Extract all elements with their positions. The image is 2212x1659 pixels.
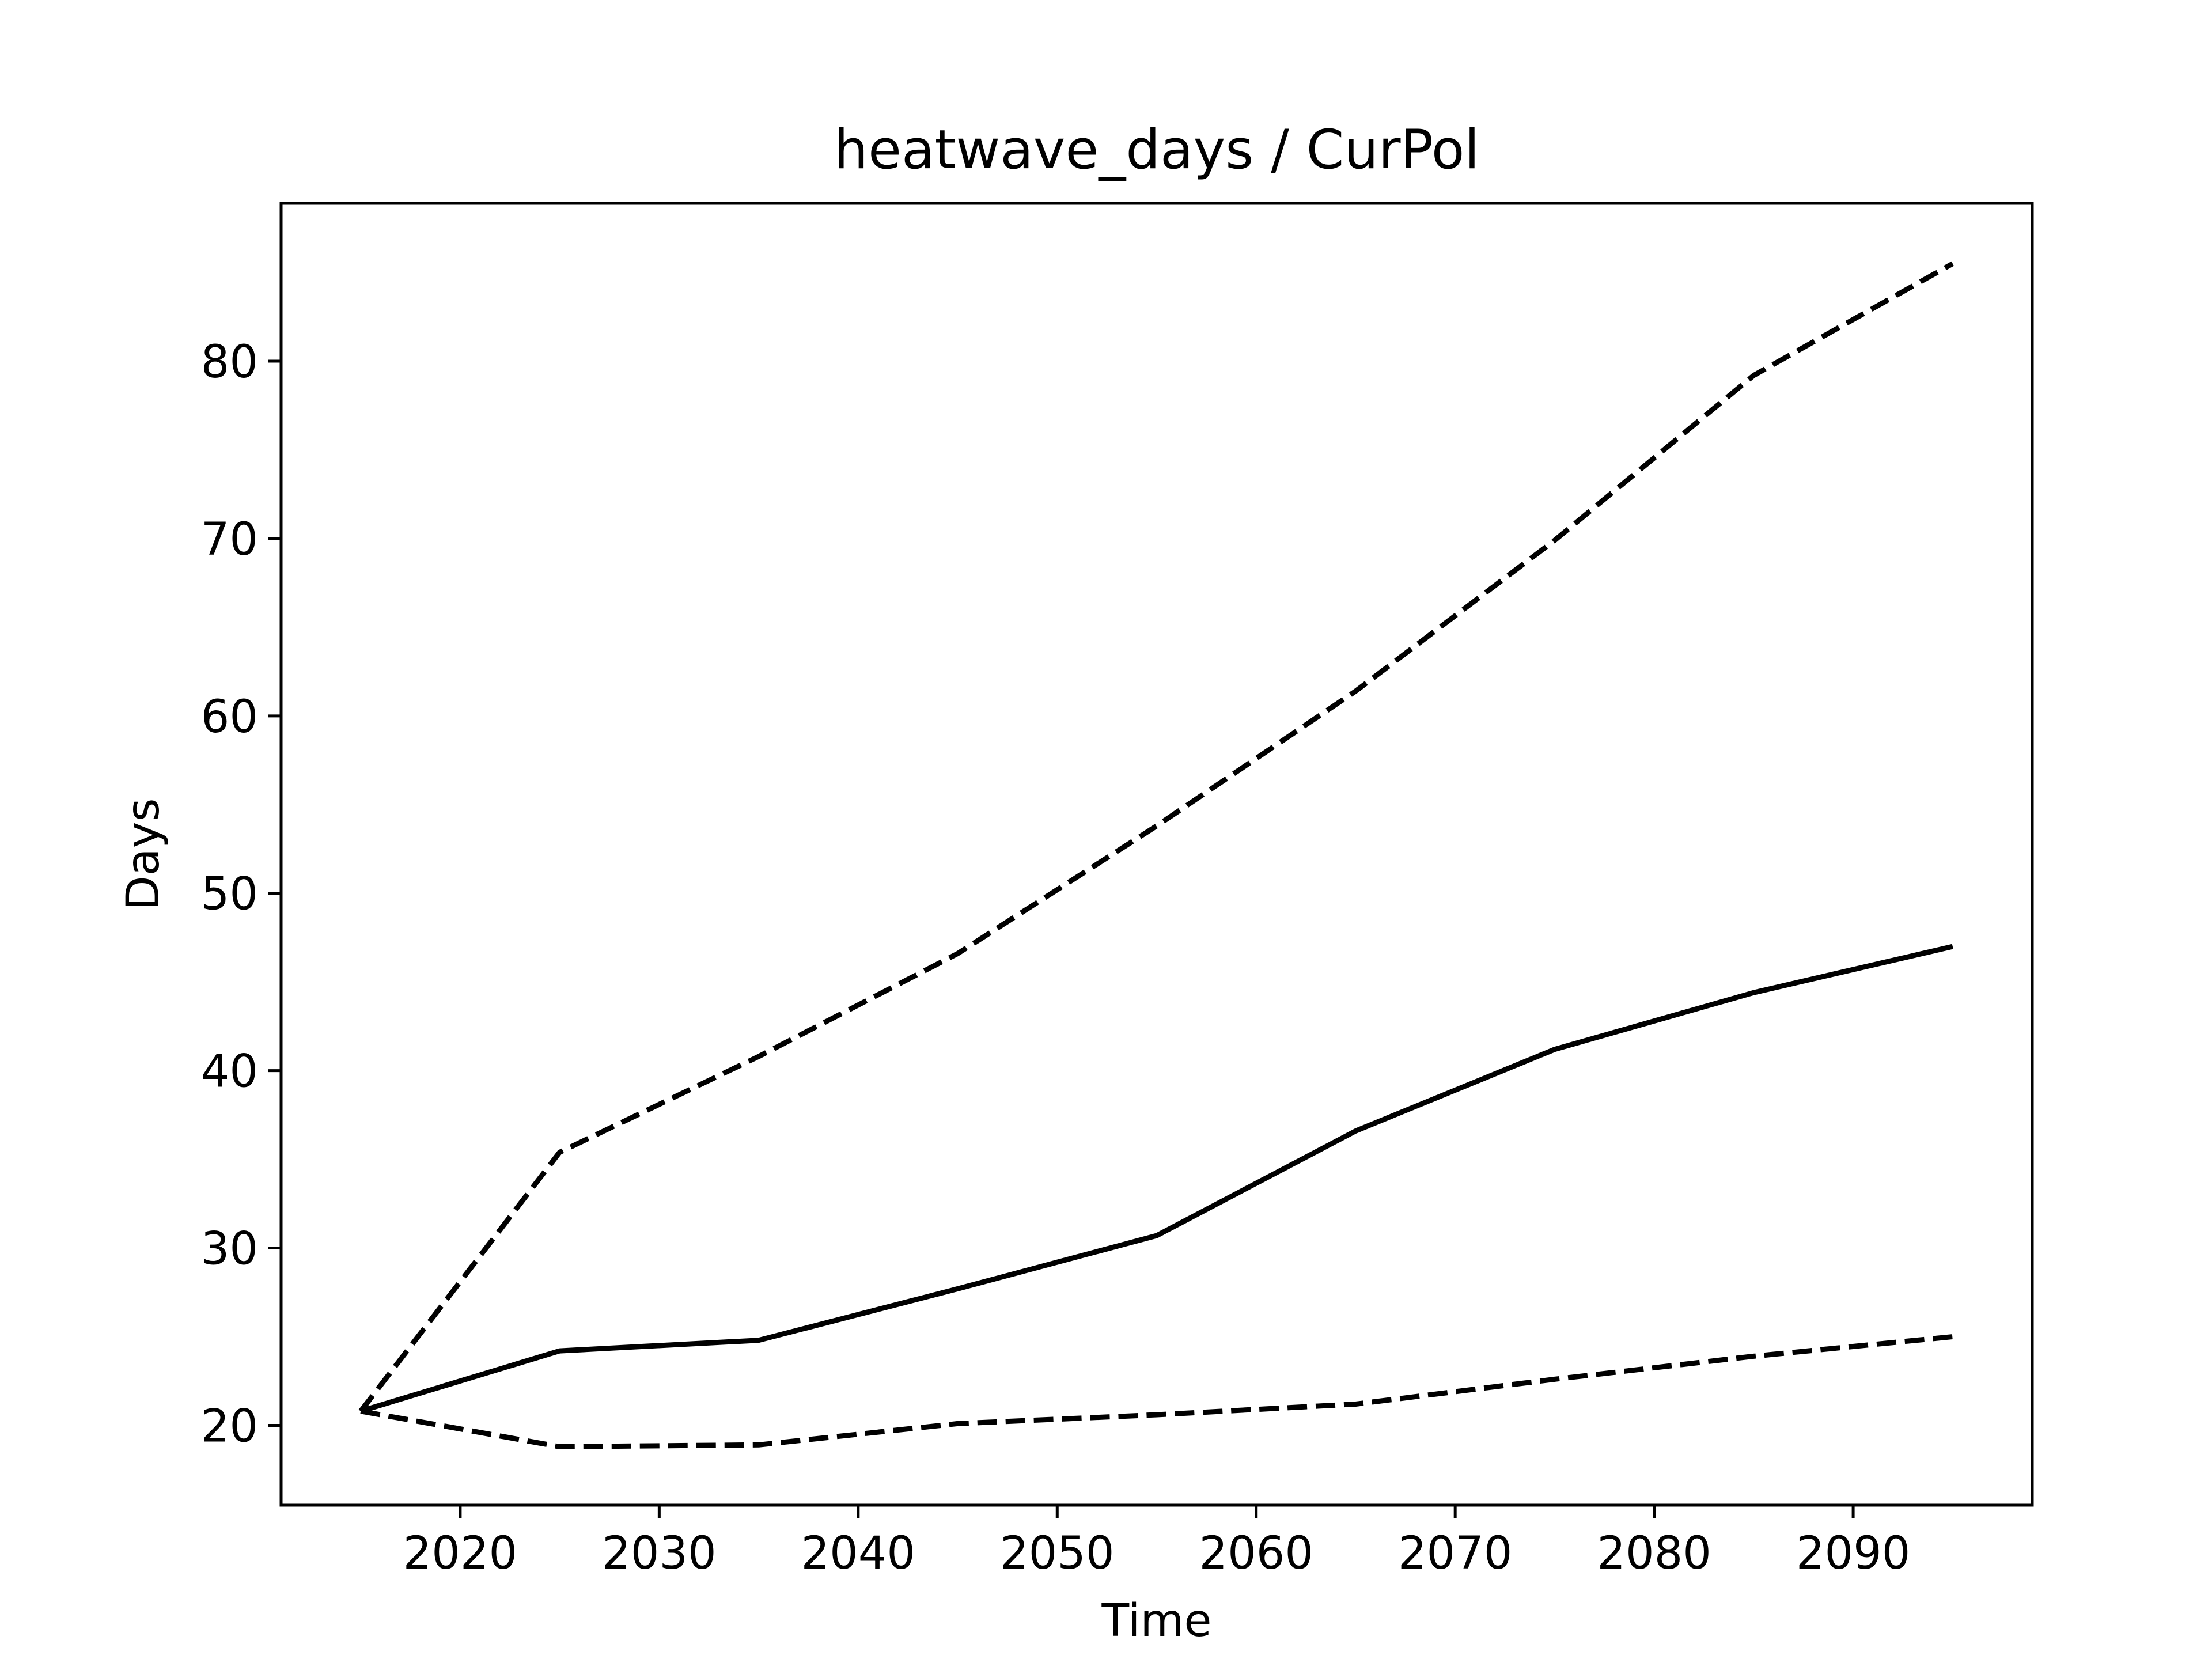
x-tick-label-2080: 2080 <box>1597 1528 1711 1580</box>
x-tick-label-2090: 2090 <box>1796 1528 1911 1580</box>
chart-title: heatwave_days / CurPol <box>834 119 1480 181</box>
x-tick-label-2020: 2020 <box>403 1528 518 1580</box>
x-tick-label-2060: 2060 <box>1199 1528 1313 1580</box>
x-tick-label-2030: 2030 <box>602 1528 717 1580</box>
y-tick-label-20: 20 <box>201 1400 258 1452</box>
y-tick-label-30: 30 <box>201 1224 258 1275</box>
y-tick-label-50: 50 <box>201 869 258 921</box>
x-tick-label-2040: 2040 <box>801 1528 916 1580</box>
x-axis: 2020 2030 2040 2050 2060 2070 2080 2090 <box>403 1505 1911 1580</box>
series-median-line <box>359 944 1953 1414</box>
y-tick-label-40: 40 <box>201 1046 258 1098</box>
x-tick-label-2050: 2050 <box>1000 1528 1115 1580</box>
y-axis: 20 30 40 50 60 70 80 <box>201 336 281 1452</box>
y-tick-label-60: 60 <box>201 691 258 743</box>
x-tick-label-2070: 2070 <box>1398 1528 1513 1580</box>
x-axis-label: Time <box>1101 1595 1212 1647</box>
plot-frame <box>279 202 2034 1507</box>
y-axis-label: Days <box>118 798 169 911</box>
series-lower-dashed-line <box>360 1334 1953 1449</box>
y-tick-label-80: 80 <box>201 336 258 388</box>
series-upper-dashed-line <box>358 261 1955 1413</box>
series-layer <box>358 261 1955 1449</box>
y-tick-label-70: 70 <box>201 514 258 566</box>
